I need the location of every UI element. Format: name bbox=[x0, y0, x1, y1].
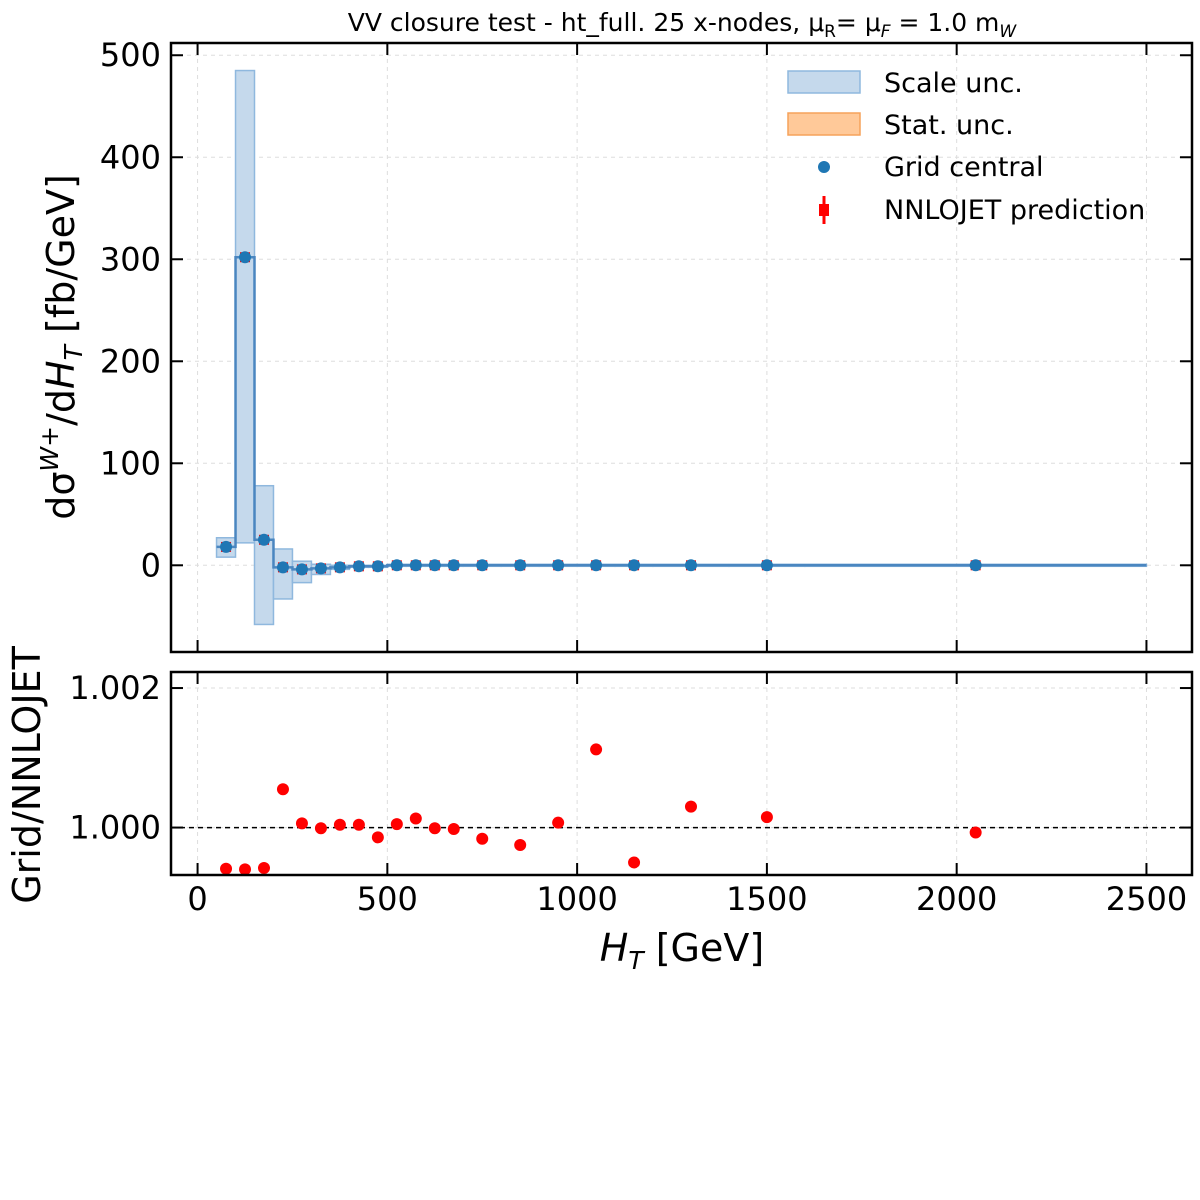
ratio-point bbox=[684, 800, 697, 813]
x-tick-label: 500 bbox=[357, 880, 418, 918]
main-gridlines bbox=[171, 43, 1192, 652]
main-panel: 0 100 200 300 400 500 dσW+/dHT [fb/GeV] Scale… bbox=[35, 36, 1194, 654]
chart-title: VV closure test - ht_full. 25 x-nodes, μ… bbox=[348, 8, 1018, 42]
main-y-tick-label: 400 bbox=[100, 138, 161, 176]
grid-central-marker bbox=[514, 559, 527, 572]
ratio-y-tick-label: 1.002 bbox=[69, 669, 161, 707]
ratio-point bbox=[514, 839, 527, 852]
ratio-point bbox=[590, 743, 603, 756]
grid-central-marker bbox=[314, 562, 327, 575]
legend-scale-swatch bbox=[787, 70, 861, 94]
main-y-tick-labels: 0 100 200 300 400 500 bbox=[100, 36, 161, 584]
ratio-point bbox=[390, 818, 403, 831]
grid-central-marker bbox=[684, 559, 697, 572]
ratio-point bbox=[352, 818, 365, 831]
ratio-point bbox=[628, 856, 641, 869]
main-axis-ticks bbox=[171, 43, 1192, 652]
grid-central-marker bbox=[295, 563, 308, 576]
legend-grid-label: Grid central bbox=[884, 152, 1044, 183]
ratio-point bbox=[220, 862, 233, 875]
ratio-points bbox=[220, 743, 982, 876]
ratio-point bbox=[239, 863, 252, 876]
main-y-axis-label: dσW+/dHT [fb/GeV] bbox=[35, 174, 88, 520]
grid-central-marker bbox=[371, 560, 384, 573]
ratio-point bbox=[476, 832, 489, 845]
grid-central-marker bbox=[409, 559, 422, 572]
ratio-point bbox=[409, 812, 422, 825]
ratio-point bbox=[257, 862, 270, 875]
grid-central-marker bbox=[760, 559, 773, 572]
scale-uncertainty-box bbox=[272, 548, 294, 600]
grid-central-marker bbox=[352, 560, 365, 573]
ratio-point bbox=[760, 811, 773, 824]
x-tick-label: 2000 bbox=[916, 880, 997, 918]
ratio-point bbox=[371, 831, 384, 844]
grid-central-marker bbox=[220, 540, 233, 553]
x-tick-labels: 0 500 1000 1500 2000 2500 bbox=[187, 880, 1187, 918]
scale-uncertainty-box bbox=[234, 69, 256, 544]
ratio-point bbox=[552, 816, 565, 829]
x-tick-label: 2500 bbox=[1106, 880, 1187, 918]
grid-central-marker bbox=[969, 559, 982, 572]
grid-central-marker bbox=[447, 559, 460, 572]
main-plot-frame bbox=[169, 41, 1194, 654]
legend-grid-marker bbox=[818, 161, 830, 173]
legend-nnlojet-label: NNLOJET prediction bbox=[884, 195, 1145, 226]
ratio-axis-ticks bbox=[171, 672, 1192, 875]
ratio-point bbox=[295, 817, 308, 830]
grid-central-marker bbox=[628, 559, 641, 572]
x-tick-label: 1500 bbox=[726, 880, 807, 918]
ratio-y-tick-label: 1.000 bbox=[69, 809, 161, 847]
ratio-y-axis-label: Grid/NNLOJET bbox=[5, 645, 49, 903]
legend-nnlojet-marker bbox=[819, 196, 829, 224]
grid-central-marker bbox=[476, 559, 489, 572]
ratio-point bbox=[314, 822, 327, 835]
grid-central-marker bbox=[590, 559, 603, 572]
grid-central-marker bbox=[333, 561, 346, 574]
legend-scale-label: Scale unc. bbox=[884, 68, 1023, 99]
grid-central-marker bbox=[552, 559, 565, 572]
ratio-panel: 1.000 1.002 0 500 1000 1500 2000 2500 Grid/NNL… bbox=[5, 645, 1194, 975]
main-y-tick-label: 0 bbox=[141, 546, 161, 584]
main-y-tick-label: 500 bbox=[100, 36, 161, 74]
grid-central-marker bbox=[428, 559, 441, 572]
ratio-point bbox=[447, 822, 460, 835]
scale-uncertainty-box bbox=[253, 484, 275, 626]
x-axis-label: HT [GeV] bbox=[600, 926, 764, 975]
ratio-point bbox=[969, 826, 982, 839]
legend-stat-label: Stat. unc. bbox=[884, 110, 1014, 141]
x-tick-label: 0 bbox=[187, 880, 207, 918]
ratio-plot-frame bbox=[169, 670, 1194, 877]
main-y-tick-label: 200 bbox=[100, 342, 161, 380]
grid-central-marker bbox=[390, 559, 403, 572]
ratio-point bbox=[428, 822, 441, 835]
legend-stat-swatch bbox=[787, 112, 861, 136]
main-y-tick-label: 100 bbox=[100, 444, 161, 482]
data-markers bbox=[220, 251, 982, 576]
grid-central-marker bbox=[257, 533, 270, 546]
grid-central-marker bbox=[276, 561, 289, 574]
legend: Scale unc. Stat. unc. Grid central NNLOJ… bbox=[787, 68, 1145, 226]
ratio-y-tick-labels: 1.000 1.002 bbox=[69, 669, 161, 847]
ratio-point bbox=[333, 818, 346, 831]
ratio-point bbox=[276, 783, 289, 796]
main-y-tick-label: 300 bbox=[100, 240, 161, 278]
grid-central-marker bbox=[239, 251, 252, 264]
x-tick-label: 1000 bbox=[536, 880, 617, 918]
